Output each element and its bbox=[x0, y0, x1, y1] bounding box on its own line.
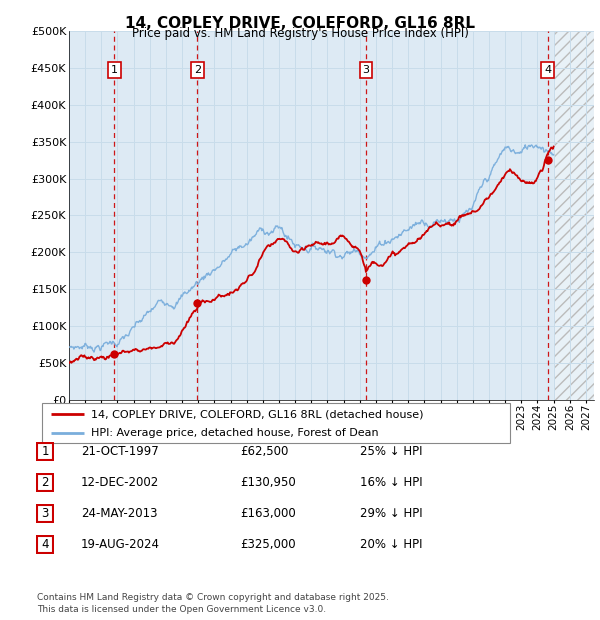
Text: 3: 3 bbox=[41, 507, 49, 520]
Text: 1: 1 bbox=[41, 445, 49, 458]
Text: HPI: Average price, detached house, Forest of Dean: HPI: Average price, detached house, Fore… bbox=[91, 428, 379, 438]
Text: 20% ↓ HPI: 20% ↓ HPI bbox=[360, 538, 422, 551]
Text: 14, COPLEY DRIVE, COLEFORD, GL16 8RL (detached house): 14, COPLEY DRIVE, COLEFORD, GL16 8RL (de… bbox=[91, 409, 424, 419]
Bar bbox=[554, 31, 594, 400]
Text: 1: 1 bbox=[111, 64, 118, 75]
Text: £325,000: £325,000 bbox=[240, 538, 296, 551]
Text: 2: 2 bbox=[41, 476, 49, 489]
Text: 24-MAY-2013: 24-MAY-2013 bbox=[81, 507, 157, 520]
Text: Contains HM Land Registry data © Crown copyright and database right 2025.
This d: Contains HM Land Registry data © Crown c… bbox=[37, 593, 389, 614]
Text: Price paid vs. HM Land Registry's House Price Index (HPI): Price paid vs. HM Land Registry's House … bbox=[131, 27, 469, 40]
Text: 4: 4 bbox=[41, 538, 49, 551]
Text: 21-OCT-1997: 21-OCT-1997 bbox=[81, 445, 159, 458]
Text: £163,000: £163,000 bbox=[240, 507, 296, 520]
Text: 4: 4 bbox=[544, 64, 551, 75]
Text: 19-AUG-2024: 19-AUG-2024 bbox=[81, 538, 160, 551]
Bar bbox=[554, 31, 594, 400]
Text: £62,500: £62,500 bbox=[240, 445, 289, 458]
Text: 29% ↓ HPI: 29% ↓ HPI bbox=[360, 507, 422, 520]
Text: 3: 3 bbox=[362, 64, 370, 75]
Text: 14, COPLEY DRIVE, COLEFORD, GL16 8RL: 14, COPLEY DRIVE, COLEFORD, GL16 8RL bbox=[125, 16, 475, 31]
Text: 12-DEC-2002: 12-DEC-2002 bbox=[81, 476, 159, 489]
Text: 2: 2 bbox=[194, 64, 201, 75]
Text: 16% ↓ HPI: 16% ↓ HPI bbox=[360, 476, 422, 489]
Text: 25% ↓ HPI: 25% ↓ HPI bbox=[360, 445, 422, 458]
Text: £130,950: £130,950 bbox=[240, 476, 296, 489]
